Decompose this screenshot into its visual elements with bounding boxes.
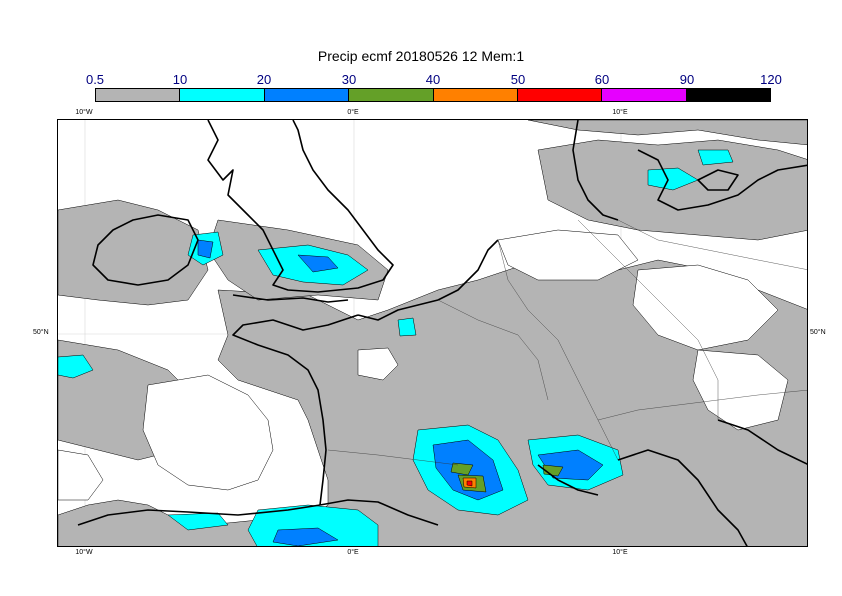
colorbar-label: 40 [425, 72, 441, 87]
colorbar-swatch [686, 89, 770, 101]
lon-label-top: 10°W [75, 109, 93, 116]
colorbar-swatch [517, 89, 603, 101]
lat-label-left: 50°N [33, 329, 49, 336]
colorbar-swatch [264, 89, 350, 101]
colorbar-swatch [96, 89, 181, 101]
colorbar-label: 90 [679, 72, 695, 87]
colorbar-label: 30 [341, 72, 357, 87]
lon-label-top: 0°E [347, 109, 359, 116]
coastlines [77, 120, 807, 546]
colorbar-label: 120 [760, 72, 782, 87]
dry-areas [58, 229, 789, 501]
colorbar-swatch [433, 89, 518, 101]
colorbar-swatch [349, 89, 434, 101]
colorbar-swatch [602, 89, 687, 101]
colorbar-swatch [180, 89, 265, 101]
precip-field-50-60 [466, 480, 473, 487]
precipitation-map [57, 119, 808, 547]
borders [327, 219, 807, 466]
map-canvas [58, 120, 807, 546]
colorbar-label: 10 [172, 72, 188, 87]
colorbar [95, 88, 771, 102]
lat-label-right: 50°N [810, 329, 826, 336]
colorbar-label: 60 [594, 72, 610, 87]
lon-label-bottom: 10°E [612, 549, 628, 556]
colorbar-label: 50 [510, 72, 526, 87]
lon-label-bottom: 0°E [347, 549, 359, 556]
lon-label-bottom: 10°W [75, 549, 93, 556]
chart-title: Precip ecmf 20180526 12 Mem:1 [317, 48, 525, 64]
lon-label-top: 10°E [612, 109, 628, 116]
colorbar-label: 0.5 [85, 72, 105, 87]
colorbar-label: 20 [256, 72, 272, 87]
